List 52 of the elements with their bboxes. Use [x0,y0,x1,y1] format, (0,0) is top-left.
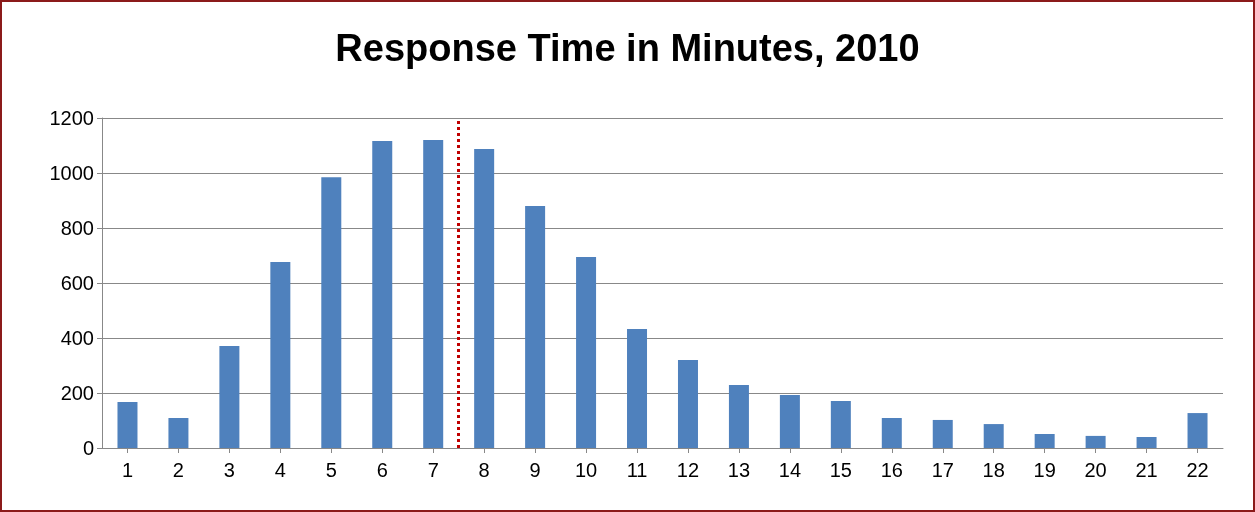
y-tick-label: 0 [82,437,94,459]
bar [270,262,291,448]
bar [830,400,851,448]
x-tick-label: 21 [1135,459,1158,481]
x-tick-label: 15 [829,459,852,481]
x-tick-label: 10 [574,459,598,481]
x-tick-label: 6 [376,459,388,481]
x-tick-label: 14 [778,459,802,481]
bar [677,360,698,448]
bar [881,418,902,448]
x-tick-label: 8 [478,459,490,481]
y-tick-label: 800 [60,217,94,239]
chart-title: Response Time in Minutes, 2010 [335,27,920,69]
bar [219,345,240,448]
x-tick-label: 17 [931,459,954,481]
bar [576,256,597,448]
bar [983,424,1004,448]
bar [932,419,953,448]
x-tick-label: 18 [982,459,1005,481]
x-tick-label: 1 [121,459,134,481]
y-tick-label: 600 [60,272,94,294]
bar [1187,413,1208,448]
x-tick-label: 9 [529,459,541,481]
x-tick-label: 22 [1186,459,1209,481]
x-tick-label: 19 [1033,459,1056,481]
y-tick-label: 1200 [49,107,94,129]
bar [1136,437,1157,448]
x-tick-label: 2 [172,459,184,481]
bar [474,149,495,448]
x-tick-label: 4 [274,459,286,481]
y-tick-label: 1000 [49,162,94,184]
x-tick-label: 16 [880,459,903,481]
bar [423,140,444,448]
bar [372,141,393,448]
x-tick-label: 5 [325,459,337,481]
x-tick-label: 3 [223,459,235,481]
bar [1034,433,1055,448]
bar [627,328,648,448]
bar [525,206,546,448]
x-tick-label: 13 [727,459,751,481]
y-tick-label: 200 [60,382,94,404]
bar [1085,435,1106,448]
y-tick-label: 400 [60,327,94,349]
x-tick-label: 20 [1084,459,1107,481]
x-tick-label: 12 [676,459,700,481]
bar [168,418,189,448]
bar [321,177,342,448]
bar [779,394,800,448]
bar [117,402,138,448]
x-tick-label: 11 [626,459,648,481]
x-tick-label: 7 [427,459,439,481]
bar [728,385,749,448]
